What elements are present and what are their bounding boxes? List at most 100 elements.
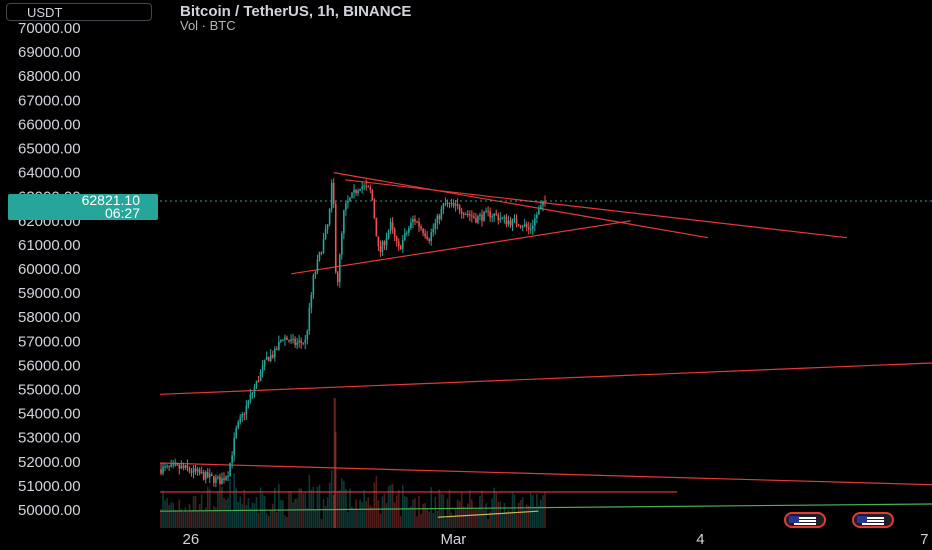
volume-bar <box>383 493 386 528</box>
volume-bar <box>243 490 246 528</box>
volume-bar <box>529 491 532 528</box>
volume-bar <box>507 510 510 528</box>
volume-bar <box>330 469 333 528</box>
volume-bar <box>436 511 439 528</box>
volume-bar <box>471 499 473 528</box>
candle-body <box>302 342 305 344</box>
volume-bar <box>334 431 337 528</box>
us-flag-icon[interactable] <box>784 512 826 528</box>
volume-bar <box>458 501 461 528</box>
candle-body <box>298 340 300 343</box>
volume-bar <box>247 498 250 528</box>
volume-bar <box>326 497 329 528</box>
candle-body <box>531 225 534 230</box>
volume-bar <box>182 512 185 528</box>
candle-body <box>414 218 416 222</box>
volume-bar <box>188 504 191 528</box>
candle-body <box>190 471 193 473</box>
y-tick-label: 67000.00 <box>18 92 81 109</box>
volume-bar <box>410 506 412 528</box>
volume-bar <box>324 506 327 528</box>
candle-body <box>276 348 278 350</box>
candle-body <box>525 224 528 228</box>
candle-body <box>306 330 309 340</box>
volume-bars <box>160 398 546 528</box>
y-tick-label: 56000.00 <box>18 357 81 374</box>
volume-bar <box>263 495 266 528</box>
candle-body <box>249 394 252 401</box>
candle-body <box>440 208 443 220</box>
volume-bar <box>469 490 471 528</box>
candle-body <box>324 228 327 239</box>
candle-body <box>330 182 333 209</box>
candle-body <box>217 476 219 478</box>
volume-bar <box>385 503 388 528</box>
candle-body <box>399 246 402 249</box>
volume-bar <box>412 499 414 528</box>
volume-bar <box>513 494 516 528</box>
candle-body <box>544 200 546 202</box>
candle-body <box>343 210 345 234</box>
candle-body <box>280 339 282 342</box>
candle-body <box>483 211 485 221</box>
volume-bar <box>282 500 284 528</box>
currency-selector[interactable]: USDT <box>6 3 152 21</box>
candle-body <box>377 236 380 247</box>
candle-body <box>318 252 321 260</box>
volume-bar <box>379 513 382 528</box>
candle-body <box>267 357 270 361</box>
candle-body <box>448 202 451 204</box>
volume-bar <box>312 486 315 528</box>
candle-body <box>389 222 392 232</box>
volume-bar <box>320 518 323 528</box>
volume-bar <box>351 506 353 528</box>
candle-body <box>538 209 540 215</box>
candle-body <box>471 215 473 217</box>
volume-bar <box>341 478 343 528</box>
volume-bar <box>294 498 296 528</box>
candle-body <box>168 465 170 467</box>
volume-bar <box>460 492 463 528</box>
volume-bar <box>367 497 370 528</box>
candle-body <box>233 437 235 456</box>
candle-body <box>231 455 233 463</box>
volume-bar <box>211 510 213 528</box>
candle-body <box>542 200 544 206</box>
candle-body <box>229 462 231 477</box>
bar-countdown: 06:27 <box>104 205 140 221</box>
candle-body <box>196 469 199 472</box>
candle-body <box>164 466 166 468</box>
volume-bar <box>219 484 221 528</box>
candle-body <box>215 477 217 483</box>
volume-bar <box>444 518 447 528</box>
us-flag-icon[interactable] <box>852 512 894 528</box>
volume-bar <box>318 484 321 528</box>
candle-body <box>509 220 512 226</box>
candle-body <box>381 241 384 252</box>
candle-body <box>349 197 351 201</box>
volume-bar <box>332 494 335 528</box>
volume-bar <box>164 500 166 528</box>
candle-body <box>328 208 331 225</box>
volume-bar <box>519 500 522 528</box>
volume-bar <box>430 487 433 528</box>
candle-body <box>204 471 207 480</box>
candle-body <box>312 275 315 295</box>
volume-bar <box>286 517 288 528</box>
candle-body <box>314 271 317 276</box>
volume-bar <box>292 502 294 528</box>
volume-legend: Vol · BTC <box>180 18 236 33</box>
candle-body <box>237 422 240 429</box>
chart-title: Bitcoin / TetherUS, 1h, BINANCE <box>180 3 412 20</box>
candle-body <box>247 400 250 406</box>
volume-bar <box>428 511 430 528</box>
x-tick-label: Mar <box>440 531 466 548</box>
volume-bar <box>308 474 311 528</box>
volume-bar <box>418 495 420 528</box>
candle-body <box>534 218 536 226</box>
price-axis[interactable]: 70000.00 69000.00 68000.00 67000.00 66000.00… <box>18 20 81 519</box>
volume-bar <box>422 503 424 528</box>
time-axis[interactable]: 26 Mar 4 7 <box>183 531 929 548</box>
volume-bar <box>160 509 162 528</box>
